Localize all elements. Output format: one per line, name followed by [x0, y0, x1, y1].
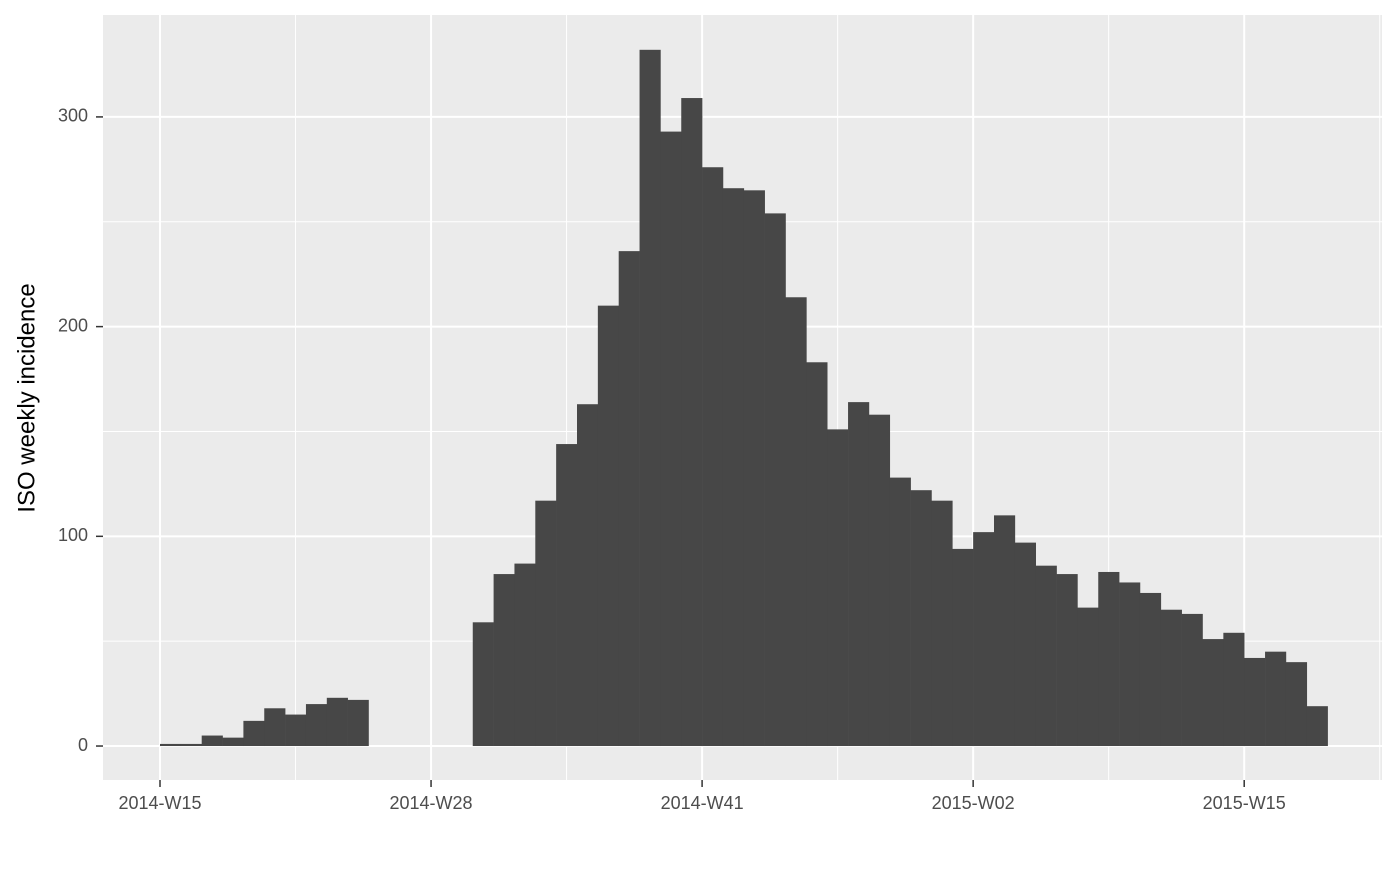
bar [1285, 662, 1308, 747]
bar [201, 735, 223, 747]
bar [243, 720, 265, 747]
bar [1244, 657, 1266, 747]
bar [1056, 574, 1078, 747]
bar [660, 131, 682, 747]
bar [722, 188, 745, 747]
bar [910, 490, 932, 747]
bar [493, 574, 515, 747]
bar [264, 708, 286, 747]
bar [326, 697, 348, 747]
y-axis-label: ISO weekly incidence [13, 283, 40, 512]
bar [1119, 582, 1141, 747]
bar [577, 404, 599, 747]
bar [994, 515, 1016, 747]
bar [889, 477, 911, 747]
bar [764, 213, 786, 747]
bar [1181, 613, 1203, 747]
y-tick-label: 0 [78, 735, 88, 755]
x-tick-label: 2014-W28 [390, 793, 473, 813]
bar [1014, 542, 1036, 747]
y-tick-label: 300 [58, 106, 88, 126]
y-tick-label: 100 [58, 525, 88, 545]
bar [1265, 651, 1287, 747]
bar [222, 737, 244, 747]
bar [535, 500, 557, 747]
bar [681, 98, 703, 747]
bar [472, 622, 494, 747]
bar [1139, 592, 1162, 747]
bar [1160, 609, 1182, 747]
bar [347, 699, 369, 747]
bar [806, 362, 828, 747]
bar [160, 743, 182, 747]
bar [931, 500, 953, 747]
x-tick-label: 2015-W02 [932, 793, 1015, 813]
bar [952, 548, 974, 747]
bar [639, 49, 661, 747]
bar [1098, 571, 1120, 747]
bar [1223, 632, 1245, 747]
bar [702, 167, 724, 747]
x-tick-label: 2014-W41 [661, 793, 744, 813]
bar [868, 414, 891, 747]
bar [848, 402, 870, 747]
bar [1077, 607, 1099, 747]
bar [785, 297, 807, 747]
x-tick-label: 2014-W15 [118, 793, 201, 813]
y-tick-label: 200 [58, 315, 88, 335]
bar [285, 714, 307, 747]
bar [618, 251, 640, 747]
bar [305, 704, 328, 747]
bar [973, 532, 995, 747]
bar [180, 743, 202, 747]
x-tick-label: 2015-W15 [1203, 793, 1286, 813]
bar [1306, 706, 1328, 747]
bar [743, 190, 765, 747]
bar [597, 305, 619, 747]
bar [514, 563, 536, 747]
bar [1202, 639, 1224, 747]
bar [827, 429, 849, 747]
bar [1035, 565, 1057, 747]
bar [556, 444, 578, 747]
